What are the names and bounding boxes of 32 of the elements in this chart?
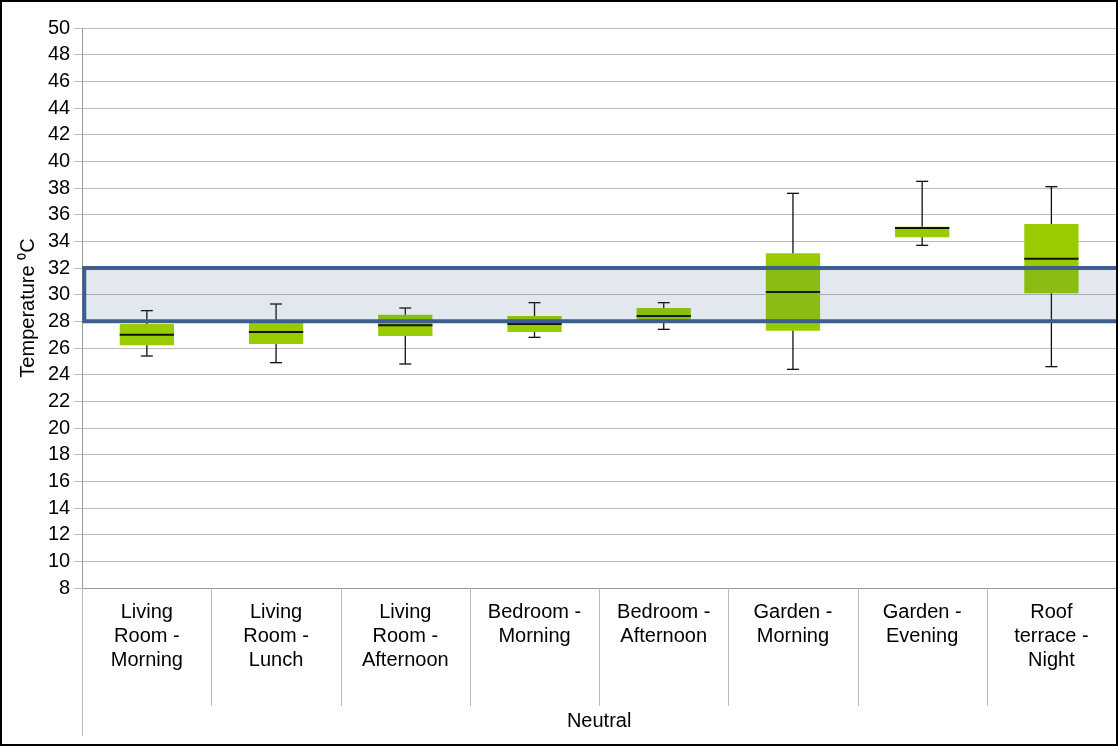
y-tick-label: 14 [48, 495, 71, 518]
y-tick-label: 30 [48, 282, 71, 305]
y-tick-label: 40 [48, 148, 71, 171]
y-tick-label: 50 [48, 15, 71, 38]
y-tick-label: 22 [48, 388, 71, 411]
y-tick-label: 28 [48, 308, 71, 331]
x-tick-label: Living Room - Afternoon [361, 599, 449, 670]
y-tick-label: 24 [48, 362, 71, 385]
y-tick-label: 16 [48, 468, 71, 491]
y-tick-label: 18 [48, 442, 71, 465]
y-tick-label: 48 [48, 42, 71, 65]
y-tick-label: 12 [48, 522, 71, 545]
x-tick-label: Living Room - Morning [110, 599, 183, 670]
y-tick-label: 32 [48, 255, 71, 278]
x-tick-label: Bedroom - Morning [487, 599, 582, 646]
y-tick-label: 8 [59, 575, 71, 598]
x-tick-label: Living Room - Lunch [243, 599, 309, 670]
y-tick-label: 46 [48, 68, 71, 91]
y-tick-label: 38 [48, 175, 71, 198]
y-tick-label: 42 [48, 122, 71, 145]
y-tick-label: 10 [48, 548, 71, 571]
x-axis-title: Neutral [566, 708, 632, 731]
y-tick-label: 20 [48, 415, 71, 438]
y-tick-label: 34 [48, 228, 71, 251]
x-tick-label: Bedroom - Afternoon [617, 599, 711, 646]
y-axis-title: Temperature ⁰C [15, 238, 38, 378]
x-tick-label: Garden - Morning [753, 599, 833, 646]
x-tick-label: Garden - Evening [882, 599, 962, 646]
x-tick-label: Roof terrace - Night [1014, 599, 1089, 670]
y-tick-label: 44 [48, 95, 71, 118]
y-tick-label: 36 [48, 202, 71, 225]
y-tick-label: 26 [48, 335, 71, 358]
